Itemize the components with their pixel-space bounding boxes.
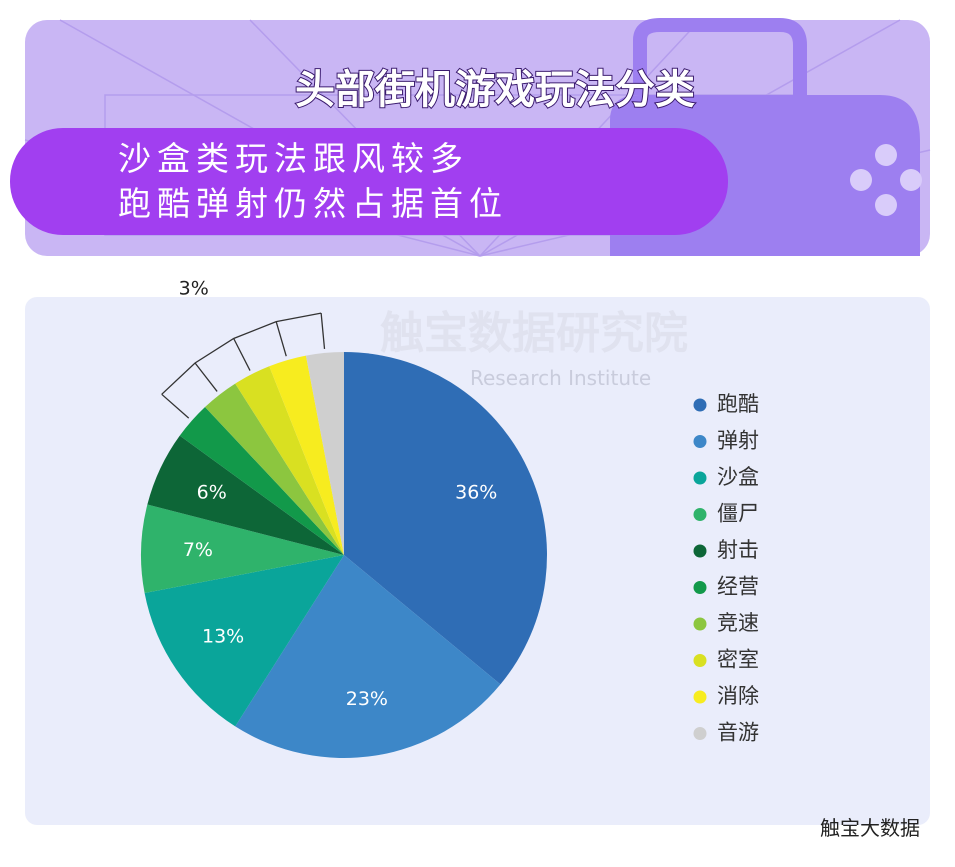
legend-label: 消除 xyxy=(717,684,759,708)
data-label: 6% xyxy=(197,481,227,503)
legend-swatch xyxy=(693,471,707,485)
subtitle: 跑酷弹射仍然占据首位 xyxy=(118,184,508,223)
legend-swatch xyxy=(693,654,707,667)
pie-slice xyxy=(141,504,344,594)
pie-slice xyxy=(205,383,344,555)
legend-swatch xyxy=(693,398,707,412)
legend-swatch xyxy=(693,617,707,631)
legend-swatch xyxy=(693,508,707,521)
legend-label: 密室 xyxy=(717,648,759,672)
legend-label: 弹射 xyxy=(717,429,759,453)
pie-slice xyxy=(235,555,501,758)
legend-swatch xyxy=(693,435,707,448)
bracket-tick xyxy=(233,338,251,371)
gamepad-buttons xyxy=(850,144,922,216)
legend-swatch xyxy=(693,690,707,704)
bracket-tick xyxy=(320,313,326,349)
subtitle-pill xyxy=(10,128,728,235)
data-label: 23% xyxy=(346,688,388,710)
legend-label: 射击 xyxy=(717,538,759,562)
bracket-tick xyxy=(275,321,287,357)
legend-label: 音游 xyxy=(717,721,759,745)
pie-slice xyxy=(144,555,344,727)
watermark: 触宝数据研究院 xyxy=(380,308,688,359)
bracket-line xyxy=(161,312,322,395)
legend-swatch xyxy=(693,727,707,740)
legend-label: 跑酷 xyxy=(717,392,759,416)
pie-slice xyxy=(269,355,344,555)
title: 头部街机游戏玩法分类 xyxy=(295,67,695,113)
subtitle: 沙盒类玩法跟风较多 xyxy=(118,139,469,178)
data-label: 13% xyxy=(202,626,244,648)
bracket-label: 3% xyxy=(179,277,209,299)
pie-slice xyxy=(305,352,344,555)
watermark-english: Research Institute xyxy=(470,366,651,390)
bracket-tick xyxy=(161,393,190,419)
data-label: 36% xyxy=(455,481,497,503)
bracket-tick xyxy=(194,362,218,392)
data-label: 7% xyxy=(183,539,213,561)
legend-swatch xyxy=(693,581,707,594)
pie-slice xyxy=(147,435,344,555)
gamepad-cable xyxy=(633,18,807,95)
footer-account: 触宝大数据 xyxy=(820,816,920,840)
legend-label: 僵尸 xyxy=(717,502,759,526)
legend-swatch xyxy=(693,544,707,558)
legend-label: 沙盒 xyxy=(717,465,759,489)
pie-slice xyxy=(344,352,547,685)
legend-label: 竞速 xyxy=(717,611,759,635)
legend-label: 经营 xyxy=(717,575,759,599)
pie-slice xyxy=(235,366,344,555)
pie-slice xyxy=(179,407,344,555)
